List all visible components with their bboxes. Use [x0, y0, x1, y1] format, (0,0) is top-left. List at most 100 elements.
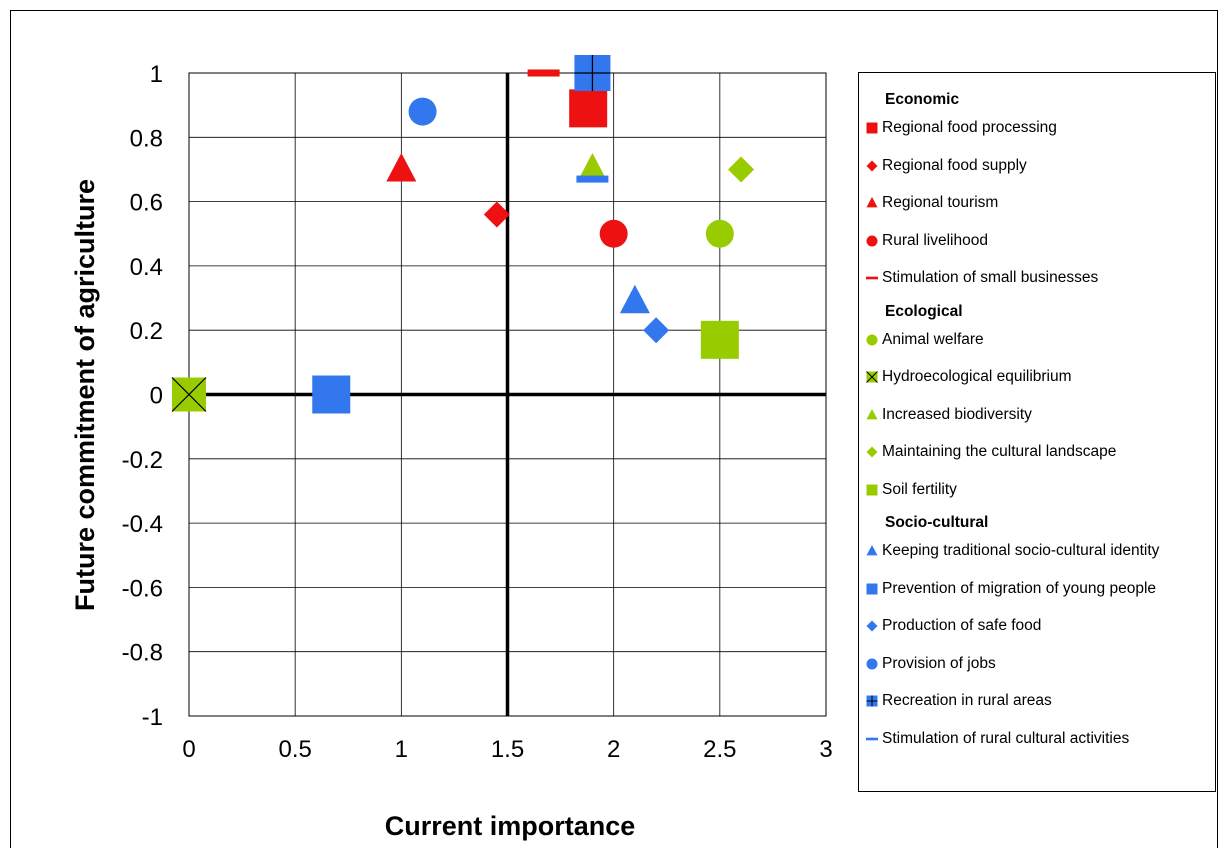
legend-item-regional-food-supply: Regional food supply — [865, 156, 1027, 176]
legend-label: Recreation in rural areas — [882, 692, 1052, 709]
legend-marker-shape — [866, 122, 878, 134]
chart-legend: Economic Regional food processing Regional… — [858, 72, 1216, 792]
legend-marker-dash-icon — [866, 737, 878, 740]
legend-marker-shape — [866, 276, 878, 280]
y-tick-label: 0 — [150, 383, 163, 410]
data-point-increased-biodiversity — [577, 152, 608, 182]
data-point-soil-fertility — [700, 320, 739, 359]
legend-item-maintaining-the-cultural-landscape: Maintaining the cultural landscape — [865, 442, 1116, 462]
legend-item-prevention-of-migration-of-young-people: Prevention of migration of young people — [865, 579, 1156, 599]
legend-label: Provision of jobs — [882, 654, 996, 672]
legend-marker-triangle-icon — [866, 196, 878, 208]
legend-marker-shape — [866, 371, 878, 383]
y-tick-label: 0.2 — [130, 318, 163, 345]
legend-marker-shape — [866, 160, 878, 171]
data-point-keeping-traditional-socio-cultural-identity — [619, 284, 650, 314]
legend-label: Regional food processing — [882, 119, 1057, 136]
data-point-regional-food-processing — [569, 89, 608, 128]
legend-marker-shape — [866, 658, 878, 669]
legend-marker-circle-icon — [866, 658, 878, 669]
data-point-provision-of-jobs — [408, 97, 437, 126]
legend-label: Animal welfare — [882, 330, 984, 348]
legend-marker-diamond-icon — [866, 160, 878, 171]
legend-item-soil-fertility: Soil fertility — [865, 480, 957, 500]
data-point-regional-food-supply — [483, 201, 510, 228]
legend-label: Regional tourism — [882, 194, 999, 211]
y-tick-label: 1 — [150, 61, 163, 88]
legend-label: Regional food supply — [882, 156, 1027, 174]
legend-marker-triangle-icon — [866, 544, 878, 556]
legend-item-recreation-in-rural-areas: Recreation in rural areas — [865, 691, 1052, 711]
x-tick-label: 1 — [395, 736, 408, 763]
x-tick-label: 1.5 — [491, 736, 524, 763]
legend-item-regional-tourism: Regional tourism — [865, 193, 998, 213]
x-tick-label: 2 — [607, 736, 620, 763]
legend-item-rural-livelihood: Rural livelihood — [865, 231, 988, 251]
legend-marker-square-icon — [866, 122, 878, 134]
legend-label: Stimulation of small businesses — [882, 269, 1099, 286]
legend-item-hydroecological-equilibrium: Hydroecological equilibrium — [865, 367, 1072, 387]
data-point-regional-tourism — [386, 152, 417, 182]
legend-label: Keeping traditional socio-cultural ident… — [882, 542, 1160, 559]
legend-label: Production of safe food — [882, 617, 1042, 634]
legend-item-keeping-traditional-socio-cultural-identity: Keeping traditional socio-cultural ident… — [865, 541, 1159, 561]
y-tick-label: 0.4 — [130, 254, 163, 281]
legend-item-stimulation-of-rural-cultural-activities: Stimulation of rural cultural activities — [865, 729, 1129, 749]
legend-marker-circle-icon — [866, 235, 878, 246]
legend-marker-shape — [866, 196, 878, 208]
y-tick-label: 0.6 — [130, 190, 163, 217]
x-axis-title: Current importance — [385, 811, 636, 841]
legend-marker-dash-icon — [866, 276, 878, 280]
x-tick-label: 0 — [182, 736, 195, 763]
y-tick-label: -0.2 — [122, 447, 163, 474]
scatter-chart: 0 0.5 1 1.5 2 2.5 3 1 0.8 0.6 0.4 0.2 0 -0.2 -0.4 -0.6 -… — [70, 55, 833, 841]
legend-item-production-of-safe-food: Production of safe food — [865, 616, 1041, 636]
legend-label: Soil fertility — [882, 480, 957, 498]
x-tick-label: 0.5 — [278, 736, 311, 763]
legend-marker-shape — [866, 544, 878, 556]
legend-group-socio-cultural: Socio-cultural — [885, 514, 989, 531]
legend-marker-circle-icon — [866, 334, 878, 345]
legend-label: Prevention of migration of young people — [882, 579, 1157, 597]
legend-marker-shape — [866, 484, 878, 495]
legend-marker-square-icon — [866, 583, 878, 594]
legend-marker-triangle-icon — [866, 408, 878, 419]
legend-label: Rural livelihood — [882, 231, 988, 249]
legend-marker-shape — [866, 737, 878, 740]
legend-marker-square-x-icon — [866, 371, 878, 383]
legend-item-regional-food-processing: Regional food processing — [865, 118, 1057, 138]
legend-marker-shape — [866, 408, 878, 419]
legend-label: Maintaining the cultural landscape — [882, 443, 1117, 460]
data-point-production-of-safe-food — [643, 317, 670, 344]
legend-marker-diamond-icon — [866, 620, 878, 632]
data-point-prevention-of-migration-of-young-people — [312, 375, 351, 414]
y-tick-label: -0.6 — [122, 575, 163, 602]
legend-marker-diamond-icon — [866, 446, 878, 458]
legend-marker-square-icon — [866, 484, 878, 495]
legend-label: Increased biodiversity — [882, 405, 1032, 423]
x-tick-label: 2.5 — [703, 736, 736, 763]
legend-item-provision-of-jobs: Provision of jobs — [865, 654, 996, 674]
legend-item-animal-welfare: Animal welfare — [865, 330, 984, 350]
legend-marker-shape — [866, 446, 878, 458]
y-tick-label: -1 — [142, 704, 163, 731]
data-points — [171, 55, 755, 414]
legend-group-ecological: Ecological — [885, 302, 963, 320]
y-tick-label: -0.4 — [122, 511, 163, 538]
data-point-stimulation-of-rural-cultural-activities — [576, 175, 609, 183]
y-axis-title: Future commitment of agriculture — [70, 179, 100, 611]
data-point-hydroecological-equilibrium — [171, 377, 207, 412]
legend-marker-shape — [866, 620, 878, 632]
data-point-recreation-in-rural-areas — [574, 55, 611, 91]
legend-marker-shape — [866, 334, 878, 345]
data-point-animal-welfare — [705, 219, 734, 248]
legend-group-economic: Economic — [885, 91, 960, 108]
legend-marker-shape — [866, 695, 878, 707]
legend-label: Hydroecological equilibrium — [882, 368, 1072, 385]
data-point-maintaining-the-cultural-landscape — [728, 156, 755, 183]
y-tick-label: 0.8 — [130, 125, 163, 152]
legend-label: Stimulation of rural cultural activities — [882, 729, 1130, 747]
x-tick-label: 3 — [819, 736, 832, 763]
data-point-rural-livelihood — [599, 219, 628, 248]
legend-marker-square-plus-icon — [866, 695, 878, 707]
